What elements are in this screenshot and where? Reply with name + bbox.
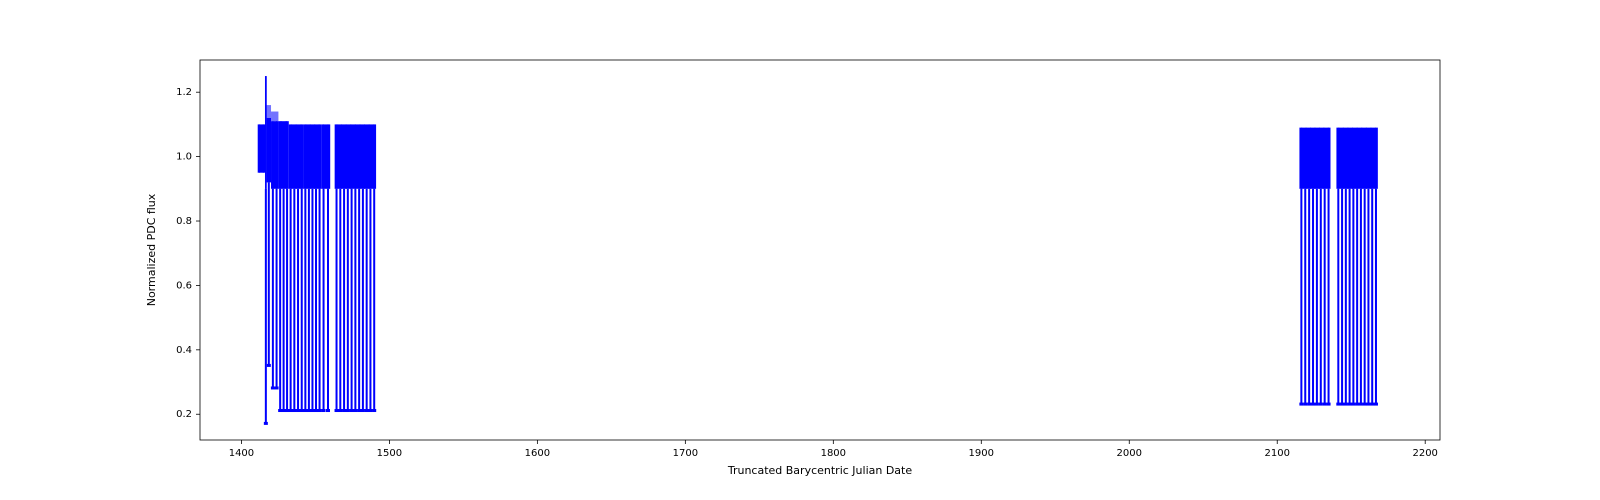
x-tick-label: 2200 bbox=[1412, 448, 1437, 459]
x-tick-label: 2100 bbox=[1265, 448, 1290, 459]
y-axis-label: Normalized PDC flux bbox=[145, 193, 158, 306]
x-axis-label: Truncated Barycentric Julian Date bbox=[727, 464, 913, 477]
y-tick-label: 0.2 bbox=[176, 409, 192, 420]
x-tick-label: 1700 bbox=[673, 448, 698, 459]
x-tick-label: 1800 bbox=[821, 448, 846, 459]
y-tick-label: 0.6 bbox=[176, 280, 192, 291]
y-tick-label: 0.8 bbox=[176, 216, 192, 227]
plot-bg bbox=[200, 60, 1440, 440]
x-tick-label: 1600 bbox=[525, 448, 550, 459]
x-tick-label: 1900 bbox=[969, 448, 994, 459]
x-tick-label: 1500 bbox=[377, 448, 402, 459]
x-tick-label: 1400 bbox=[229, 448, 254, 459]
y-tick-label: 1.2 bbox=[176, 87, 192, 98]
chart-svg: 1400 1500 1600 1700 1800 1900 2000 2100 2200 0.2 0… bbox=[0, 0, 1600, 500]
y-tick-label: 1.0 bbox=[176, 152, 192, 163]
lightcurve-chart: 1400 1500 1600 1700 1800 1900 2000 2100 2200 0.2 0… bbox=[0, 0, 1600, 500]
x-tick-label: 2000 bbox=[1117, 448, 1142, 459]
y-tick-label: 0.4 bbox=[176, 345, 192, 356]
